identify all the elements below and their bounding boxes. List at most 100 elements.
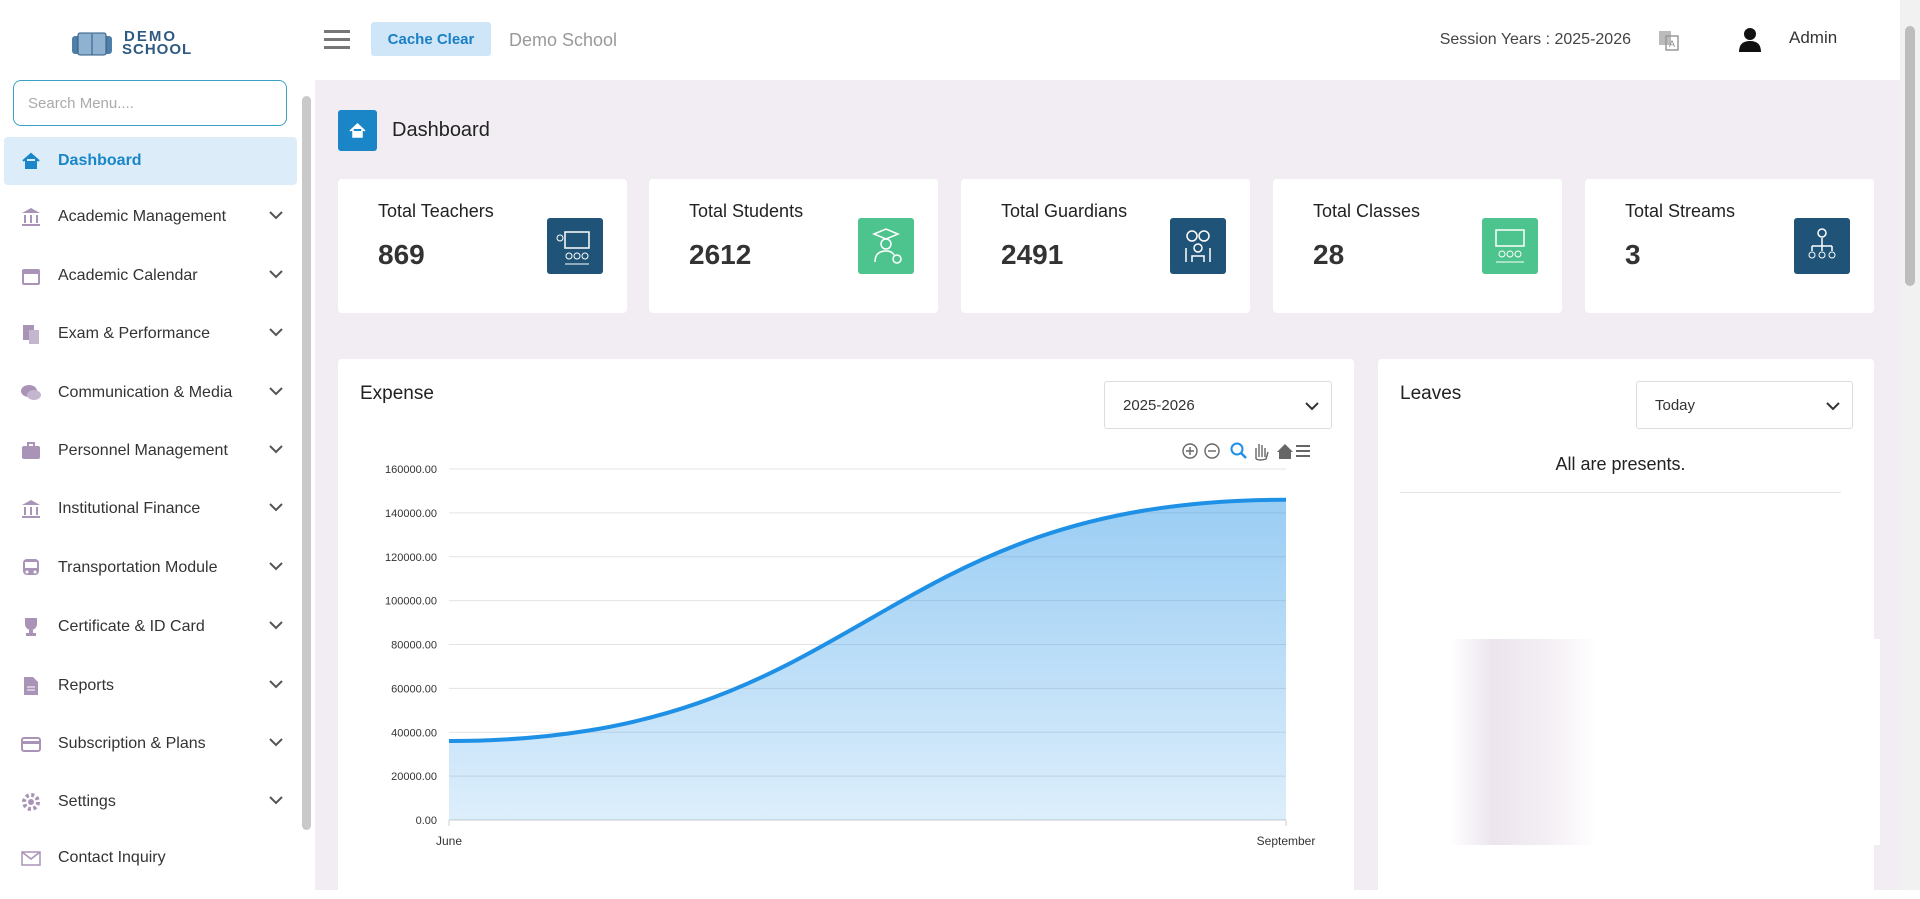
nav-item[interactable]: Exam & Performance (4, 310, 297, 358)
reset[interactable] (1277, 444, 1293, 459)
stat-label: Total Guardians (1001, 201, 1128, 221)
nav-label: Certificate & ID Card (58, 618, 205, 635)
cache-button[interactable]: Cache Clear (371, 22, 491, 56)
page-title: Dashboard (392, 119, 490, 141)
stat-value: 2491 (1001, 239, 1064, 270)
stat-value: 869 (378, 239, 425, 270)
page-scrollbar (1900, 0, 1920, 890)
year-select-value: 2025-2026 (1123, 396, 1195, 414)
menu[interactable] (1296, 445, 1310, 457)
chevron (269, 211, 283, 220)
stat-label: Total Teachers (378, 201, 494, 221)
stat-value: 2612 (689, 239, 752, 270)
session-years: Session Years : 2025-2026 (1439, 31, 1631, 48)
language-icon[interactable]: A (1658, 29, 1680, 51)
stat-icon (1482, 218, 1538, 274)
chevron (269, 387, 283, 396)
user-icon[interactable] (1738, 27, 1762, 53)
blurred-area (1450, 639, 1880, 845)
stat-value: 28 (1313, 239, 1345, 270)
nav-item[interactable]: Dashboard (4, 137, 297, 185)
chevron (269, 270, 283, 279)
chart-toolbar (1182, 442, 1310, 461)
x-tick-label: September (1257, 834, 1316, 848)
chevron (269, 621, 283, 630)
zoom-out[interactable] (1204, 443, 1220, 459)
logo-icon (72, 32, 112, 56)
nav-label: Subscription & Plans (58, 735, 206, 752)
logo[interactable]: DEMO SCHOOL (70, 28, 220, 58)
nav-label: Dashboard (58, 152, 142, 169)
y-tick-label: 120000.00 (385, 552, 437, 564)
leaves-message: All are presents. (1555, 454, 1686, 474)
nav-icon (24, 677, 38, 695)
nav-label: Academic Management (58, 208, 227, 225)
zoom-in[interactable] (1182, 443, 1198, 459)
y-tick-label: 40000.00 (391, 727, 437, 739)
nav-icon (21, 385, 41, 400)
chevron (269, 445, 283, 454)
search-placeholder: Search Menu.... (28, 95, 134, 112)
area-line (448, 497, 1287, 744)
x-tick-label: June (436, 834, 462, 848)
nav-item[interactable]: Settings (4, 778, 297, 826)
nav-icon (22, 442, 40, 459)
logo-top: DEMO (124, 28, 177, 45)
y-tick-label: 60000.00 (391, 683, 437, 695)
chevron (269, 503, 283, 512)
nav-item[interactable]: Communication & Media (4, 369, 297, 417)
stat-icon (858, 218, 914, 274)
nav-label: Transportation Module (58, 559, 218, 576)
nav-label: Contact Inquiry (58, 849, 166, 866)
chart-title: Expense (360, 383, 434, 404)
home-icon (349, 122, 366, 138)
chevron (1826, 402, 1840, 411)
nav-item[interactable]: Subscription & Plans (4, 720, 297, 768)
chevron (269, 796, 283, 805)
stat-card: Total Guardians 2491 (961, 179, 1250, 313)
nav-item[interactable]: Institutional Finance (4, 485, 297, 533)
sidebar: DEMO SCHOOL Search Menu.... Dashboard Ac… (0, 0, 315, 890)
stat-label: Total Students (689, 201, 804, 221)
nav-item[interactable]: Certificate & ID Card (4, 603, 297, 651)
leaves-filter[interactable]: Today (1636, 381, 1853, 429)
nav-item[interactable]: Academic Calendar (4, 252, 297, 300)
search-box[interactable]: Search Menu.... (13, 80, 287, 126)
nav-label: Personnel Management (58, 442, 228, 459)
divider (1400, 492, 1841, 493)
nav-label: Academic Calendar (58, 267, 198, 284)
nav-icon (23, 325, 39, 344)
nav-icon (22, 793, 40, 811)
stat-icon (1794, 218, 1850, 274)
nav-icon (21, 737, 41, 752)
nav-icon (25, 618, 37, 636)
top-bar: Cache Clear Demo School Session Years : … (315, 0, 1900, 80)
stat-card: Total Teachers 869 (338, 179, 627, 313)
nav-icon (21, 851, 41, 866)
nav-item[interactable]: Reports (4, 662, 297, 710)
zoom-select[interactable] (1230, 442, 1247, 459)
nav-item[interactable]: Transportation Module (4, 544, 297, 592)
user-name[interactable]: Admin (1789, 28, 1838, 47)
school-name: Demo School (509, 30, 618, 50)
nav-label: Settings (58, 793, 116, 810)
sidebar-scrollbar (302, 96, 311, 830)
stat-card: Total Students 2612 (649, 179, 938, 313)
nav-item[interactable]: Personnel Management (4, 427, 297, 475)
leaves-title: Leaves (1400, 383, 1462, 404)
leaves-filter-value: Today (1655, 396, 1696, 414)
nav-icon (23, 559, 39, 575)
stat-value: 3 (1625, 239, 1641, 270)
chevron (269, 738, 283, 747)
stat-label: Total Streams (1625, 201, 1736, 221)
year-select[interactable]: 2025-2026 (1104, 381, 1332, 429)
nav-icon (22, 500, 40, 518)
y-tick-label: 100000.00 (385, 596, 437, 608)
nav-item[interactable]: Contact Inquiry (4, 834, 297, 882)
menu-toggle[interactable] (324, 29, 350, 51)
pan[interactable] (1255, 444, 1269, 461)
y-tick-label: 160000.00 (385, 464, 437, 476)
stat-card: Total Streams 3 (1585, 179, 1874, 313)
nav-item[interactable]: Academic Management (4, 193, 297, 241)
